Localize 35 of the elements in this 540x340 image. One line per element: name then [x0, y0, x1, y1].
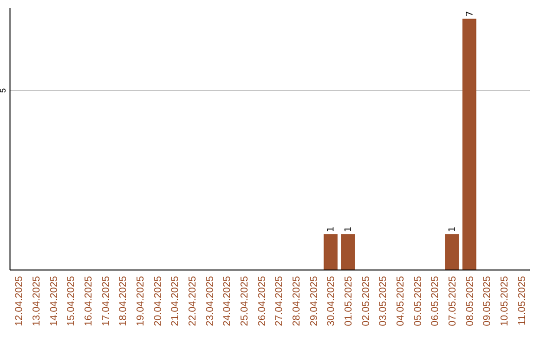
data-label: 1: [344, 226, 354, 232]
x-tick-label: 11.05.2025: [516, 276, 528, 326]
data-label: 1: [448, 226, 458, 232]
x-tick-label: 21.04.2025: [170, 276, 182, 326]
x-tick-label: 29.04.2025: [308, 276, 320, 326]
x-tick-label: 16.04.2025: [84, 276, 94, 326]
x-tick-label: 26.04.2025: [256, 276, 268, 326]
x-tick-label: 02.05.2025: [360, 276, 372, 326]
x-tick-label: 28.04.2025: [292, 276, 302, 326]
x-tick-label: 05.05.2025: [412, 276, 424, 326]
x-tick-label: 03.05.2025: [378, 276, 390, 326]
x-tick-label: 23.04.2025: [204, 276, 216, 326]
x-tick-label: 14.04.2025: [48, 276, 60, 326]
x-tick-label: 18.04.2025: [118, 276, 130, 326]
x-tick-label: 12.04.2025: [14, 276, 26, 326]
x-tick-label: 06.05.2025: [430, 276, 442, 326]
x-tick-label: 19.04.2025: [136, 276, 146, 326]
x-tick-label: 01.05.2025: [344, 276, 354, 326]
x-tick-label: 22.04.2025: [188, 276, 198, 326]
x-tick-label: 27.04.2025: [274, 276, 286, 326]
x-tick-label: 13.04.2025: [32, 276, 42, 326]
x-tick-label: 24.04.2025: [222, 276, 234, 326]
x-tick-label: 25.04.2025: [240, 276, 250, 326]
x-tick-label: 10.05.2025: [500, 276, 510, 326]
data-label: 7: [465, 11, 476, 17]
x-tick-label: 09.05.2025: [482, 276, 494, 326]
x-tick-label: 04.05.2025: [396, 276, 406, 326]
y-tick-label: 5: [0, 88, 8, 93]
x-tick-label: 08.05.2025: [464, 276, 476, 326]
data-label: 1: [326, 226, 337, 232]
x-tick-label: 17.04.2025: [100, 276, 112, 326]
x-tick-label: 15.04.2025: [66, 276, 78, 326]
x-tick-label: 30.04.2025: [326, 276, 338, 326]
x-tick-label: 07.05.2025: [448, 276, 458, 326]
x-tick-label: 20.04.2025: [152, 276, 164, 326]
